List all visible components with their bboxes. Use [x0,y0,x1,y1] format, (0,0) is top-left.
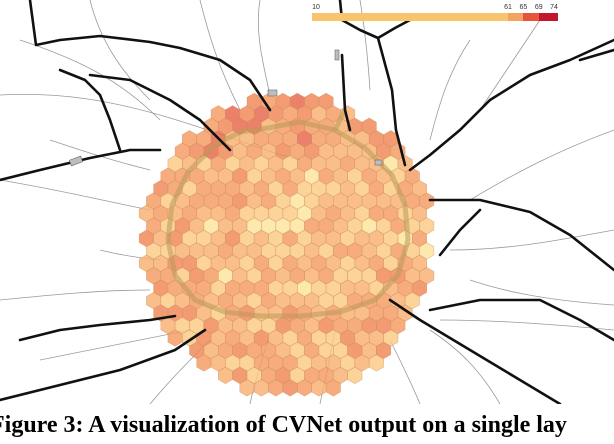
street [449,229,614,251]
major-road [376,36,407,167]
figure-caption: Figure 3: A visualization of CVNet outpu… [0,412,567,438]
major-road [0,148,162,182]
color-legend: 10 61 65 69 74 [312,4,558,22]
street [469,129,614,201]
interchange-block [334,49,340,61]
street [19,39,161,121]
highway-blocks [69,49,383,167]
major-road [0,328,207,402]
street [479,19,541,111]
street [429,329,501,404]
interchange-block [267,89,278,97]
major-road [438,208,482,257]
legend-tick-label: 61 [504,4,512,11]
hex-cell [325,379,341,397]
street [199,0,241,111]
street [359,0,371,91]
street [389,339,421,404]
street [89,0,151,101]
street [0,179,151,211]
street [39,329,191,361]
major-roads [0,0,614,404]
legend-tick-label: 10 [312,4,320,11]
street [257,0,271,96]
major-road [388,298,562,404]
major-road [58,68,122,152]
legend-segment [523,13,539,21]
hex-cell [347,366,363,385]
city-map [0,0,614,404]
major-road [28,0,272,112]
interchange-block [69,155,83,167]
legend-tick-label: 74 [550,4,558,11]
major-road [88,73,232,152]
legend-tick-label: 69 [534,4,543,11]
legend-segment [508,13,524,21]
legend-tick-label: 65 [519,4,528,11]
legend-segment [538,13,558,21]
ring-road-spur [332,108,348,132]
ring-road [165,108,411,319]
legend-segment [312,13,509,21]
major-road [18,314,177,342]
major-road [578,48,614,62]
hex-grid [138,92,435,397]
major-road [408,38,614,172]
street [49,139,151,171]
hex-cell [368,354,384,372]
street [469,279,614,306]
ring-road-path [165,119,411,319]
major-road [340,53,352,132]
major-road [428,198,614,272]
street [429,39,471,141]
interchange-block [374,159,383,166]
major-road [428,298,614,342]
street [0,289,151,301]
